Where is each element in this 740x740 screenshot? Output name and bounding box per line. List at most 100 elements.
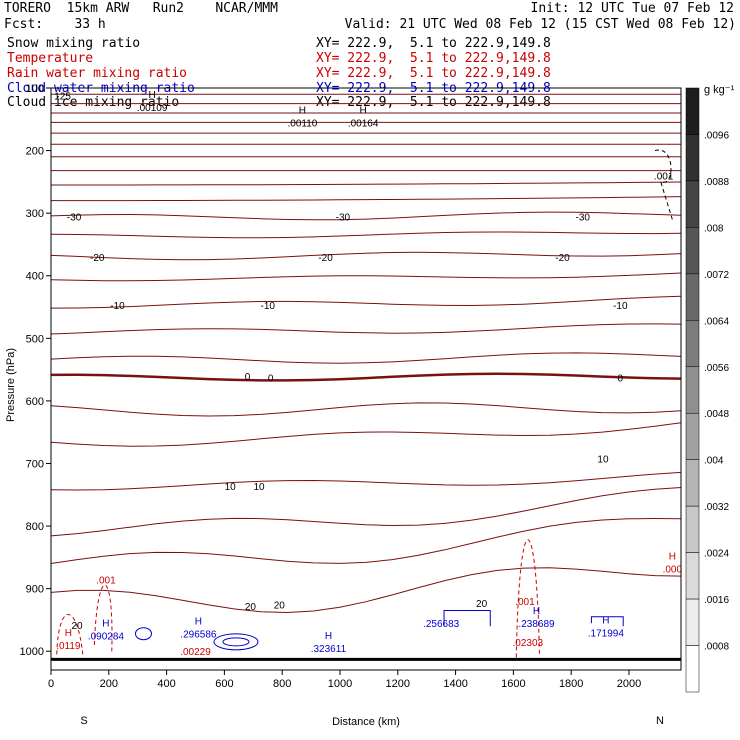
- maximum-value: .00164: [348, 118, 379, 129]
- isotherm-line: [50, 372, 682, 382]
- legend-cloud-ice-label: Cloud ice mixing ratio: [7, 95, 180, 110]
- x-tick-label: 1000: [328, 678, 352, 690]
- maximum-marker: H: [102, 619, 109, 630]
- maximum-marker: H: [533, 606, 540, 617]
- maximum-value: .238689: [518, 619, 555, 630]
- isotherm-line: [50, 231, 682, 239]
- maximum-value: .001: [96, 575, 116, 586]
- isotherm-label: -20: [318, 253, 333, 264]
- y-tick-label: 500: [26, 333, 44, 345]
- colorbar-tick-label: .0064: [704, 316, 729, 327]
- isotherm-line: [50, 352, 682, 364]
- temperature-contours: [50, 93, 682, 661]
- cloud-water-contour: [590, 616, 624, 627]
- isotherm-label: -10: [110, 301, 125, 312]
- colorbar: .0096 .0088 .008 .0072 .0064 .0056 .0048 .004 .0…: [685, 87, 729, 693]
- isotherm-line: [50, 471, 682, 491]
- x-tick-label: 400: [157, 678, 175, 690]
- isotherm-line: [50, 517, 682, 564]
- maximum-value: .296586: [180, 630, 217, 641]
- colorbar-tick-label: .0008: [704, 642, 729, 653]
- x-tick-label: 800: [273, 678, 291, 690]
- legend-temperature-label: Temperature: [7, 51, 94, 66]
- maximum-value: .000: [663, 565, 683, 576]
- isotherm-line: [50, 487, 682, 537]
- x-tick-label: 0: [48, 678, 54, 690]
- isotherm-label: -30: [336, 212, 351, 223]
- maximum-marker: H: [669, 552, 676, 563]
- maximum-value: .0119: [56, 641, 81, 652]
- isotherm-label: -30: [67, 212, 82, 223]
- x-tick-label: 200: [100, 678, 118, 690]
- y-axis-label: Pressure (hPa): [5, 348, 17, 422]
- maximum-value: .090284: [88, 632, 125, 643]
- isotherm-line: [50, 251, 682, 261]
- colorbar-tick-label: .0088: [704, 177, 729, 188]
- colorbar-segment: [685, 645, 700, 693]
- y-tick-label: 900: [26, 584, 44, 596]
- isotherm-label: -30: [576, 212, 591, 223]
- isotherm-label: 10: [597, 454, 609, 465]
- maximum-value: .001: [654, 172, 674, 183]
- maximum-value: .323611: [311, 644, 347, 655]
- colorbar-tick-label: .0072: [704, 270, 729, 281]
- maximum-value: .171994: [588, 628, 625, 639]
- colorbar-segment: [685, 320, 700, 368]
- isotherm-label: 20: [274, 600, 286, 611]
- x-tick-label: 1200: [386, 678, 410, 690]
- colorbar-tick-label: .0096: [704, 130, 729, 141]
- isotherm-line: [51, 196, 682, 202]
- colorbar-segment: [685, 366, 700, 414]
- y-tick-label: 700: [26, 458, 44, 470]
- model-title: TORERO 15km ARW Run2 NCAR/MMM: [4, 1, 278, 16]
- rain-contour: [515, 539, 540, 658]
- maximum-value: .256683: [423, 619, 460, 630]
- legend-rain-label: Rain water mixing ratio: [7, 66, 188, 81]
- maximum-marker: H: [359, 105, 366, 116]
- x-tick-label: 1400: [443, 678, 467, 690]
- maximum-marker: H: [195, 617, 202, 628]
- maximum-marker: H: [149, 90, 156, 101]
- y-tick-label: 200: [26, 146, 44, 158]
- maximum-value: 125: [54, 92, 71, 103]
- colorbar-segment: [685, 87, 700, 135]
- colorbar-tick-label: .0032: [704, 502, 729, 513]
- maximum-marker: H: [325, 631, 332, 642]
- isotherm-line: [50, 323, 682, 335]
- colorbar-tick-label: .0016: [704, 595, 729, 606]
- y-tick-label: 300: [26, 208, 44, 220]
- maximum-value: .00110: [288, 118, 318, 129]
- isotherm-line: [50, 567, 682, 614]
- x-axis-label: Distance (km): [332, 716, 400, 728]
- init-time: Init: 12 UTC Tue 07 Feb 12: [530, 1, 735, 16]
- y-tick-label: 800: [26, 521, 44, 533]
- colorbar-tick-label: .0048: [704, 409, 729, 420]
- colorbar-segment: [685, 412, 700, 460]
- colorbar-tick-label: .0056: [704, 363, 729, 374]
- isotherm-label: 10: [254, 482, 266, 493]
- y-tick-label: 600: [26, 396, 44, 408]
- x-tick-label: 1600: [501, 678, 525, 690]
- x-tick-label: 1800: [559, 678, 583, 690]
- colorbar-segment: [685, 134, 700, 182]
- colorbar-segment: [685, 273, 700, 321]
- y-tick-label: 400: [26, 271, 44, 283]
- colorbar-segment: [685, 505, 700, 553]
- legend-snow-xy: XY= 222.9, 5.1 to 222.9,149.8: [316, 36, 551, 51]
- isotherm-label: -20: [90, 253, 105, 264]
- isotherm-line: [50, 272, 682, 282]
- legend-cloud-ice-xy: XY= 222.9, 5.1 to 222.9,149.8: [316, 95, 551, 110]
- isotherm-line: [50, 295, 682, 309]
- isotherm-line: [51, 181, 682, 186]
- cloud-ice-contour: [654, 149, 673, 220]
- maximum-value: .00109: [137, 103, 168, 114]
- moisture-contours: [56, 149, 673, 658]
- colorbar-segment: [685, 459, 700, 507]
- colorbar-tick-label: .004: [704, 456, 724, 467]
- forecast-hour: Fcst: 33 h: [4, 17, 106, 32]
- maximum-value: .00229: [180, 647, 211, 658]
- x-tick-label: 600: [215, 678, 233, 690]
- contour-labels: -30 -30 -30 -20 -20 -20 -10 -10 -10 0 0 0 10 10 10 20 20…: [54, 90, 682, 658]
